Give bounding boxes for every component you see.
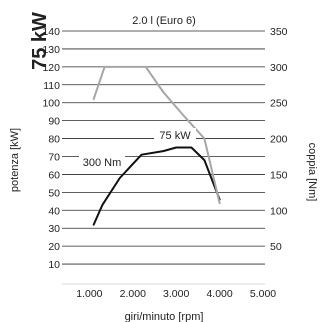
x-tick-1000: 1.000 <box>76 288 102 300</box>
y-left-tick-70: 70 <box>48 152 60 164</box>
y-right-tick-350: 350 <box>270 26 288 38</box>
y-right-tick-labels: 50 100 150 200 250 300 350 <box>270 26 288 253</box>
y-right-tick-150: 150 <box>270 169 288 181</box>
x-tick-5000: 5.000 <box>250 288 276 300</box>
chart-title: 2.0 l (Euro 6) <box>132 15 196 27</box>
x-tick-labels: 1.000 2.000 3.000 4.000 5.000 <box>76 288 276 300</box>
y-left-tick-110: 110 <box>43 80 60 92</box>
series-label-power-text: 75 kW <box>159 130 191 142</box>
y-left-tick-10: 10 <box>48 259 60 271</box>
y-right-tick-100: 100 <box>270 205 288 217</box>
y-right-tick-200: 200 <box>270 134 288 146</box>
power-badge: 75 kW <box>29 12 51 70</box>
y-left-tick-30: 30 <box>48 223 60 235</box>
series-lines <box>94 67 220 225</box>
y-right-tick-250: 250 <box>270 98 288 110</box>
series-label-torque: 300 Nm <box>79 155 125 169</box>
y-right-tick-50: 50 <box>270 241 282 253</box>
y-right-tick-300: 300 <box>270 62 288 74</box>
series-label-torque-text: 300 Nm <box>83 157 122 169</box>
y-left-tick-80: 80 <box>48 134 60 146</box>
x-tick-3000: 3.000 <box>163 288 189 300</box>
series-label-power: 75 kW <box>154 128 196 142</box>
y-left-tick-60: 60 <box>48 169 60 181</box>
y-left-tick-40: 40 <box>48 205 60 217</box>
y-left-tick-20: 20 <box>48 241 60 253</box>
y-axis-label-left: potenza [kW] <box>9 128 21 192</box>
y-left-tick-100: 100 <box>42 98 60 110</box>
x-tick-4000: 4.000 <box>206 288 232 300</box>
y-left-tick-50: 50 <box>48 187 60 199</box>
y-left-tick-90: 90 <box>48 116 60 128</box>
x-tick-2000: 2.000 <box>120 288 146 300</box>
y-axis-label-right: coppia [Nm] <box>306 143 318 202</box>
x-axis-label: giri/minuto [rpm] <box>125 311 204 322</box>
